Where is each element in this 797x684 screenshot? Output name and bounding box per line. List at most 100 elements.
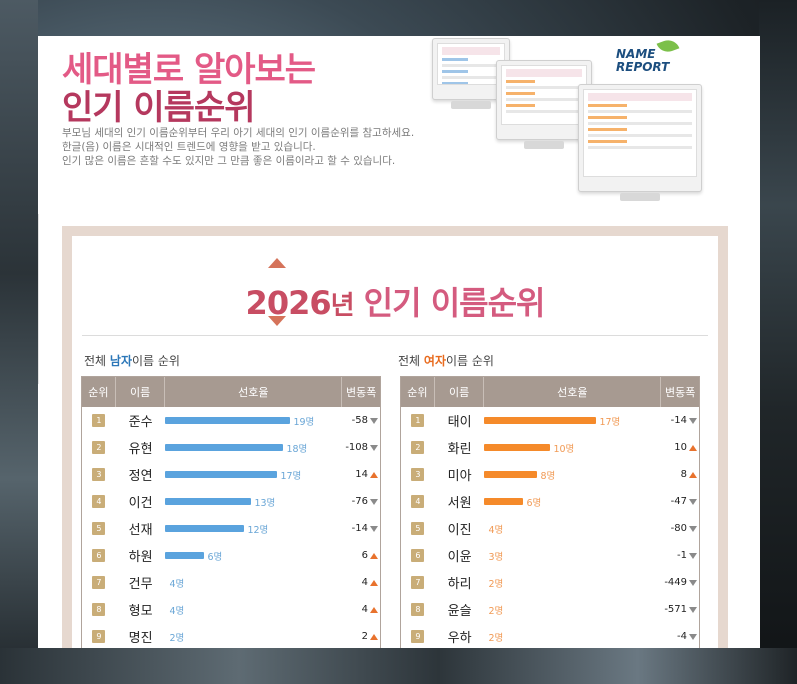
table-row[interactable]: 9 우하 2명 -4 bbox=[401, 623, 699, 648]
rank-badge: 5 bbox=[411, 522, 425, 535]
rank-badge: 4 bbox=[411, 495, 425, 508]
female-ranking-table: 순위 이름 선호율 변동폭 1 태이 17명 -14 2 화린 10명 10 3 미아 8명 8 4 서원… bbox=[400, 376, 700, 648]
name-cell[interactable]: 명진 bbox=[128, 631, 153, 646]
change-cell: -4 bbox=[661, 623, 699, 648]
change-value: 2 bbox=[361, 631, 369, 642]
change-cell: 6 bbox=[342, 542, 380, 569]
header-preference[interactable]: 선호율 bbox=[165, 377, 343, 407]
change-cell: 4 bbox=[342, 596, 380, 623]
header-name[interactable]: 이름 bbox=[116, 377, 166, 407]
table-row[interactable]: 5 이진 4명 -80 bbox=[401, 515, 699, 542]
header-name[interactable]: 이름 bbox=[435, 377, 485, 407]
male-table-header: 순위 이름 선호율 변동폭 bbox=[82, 377, 380, 407]
name-cell[interactable]: 이건 bbox=[128, 496, 153, 511]
female-table-header: 순위 이름 선호율 변동폭 bbox=[401, 377, 699, 407]
preference-cell: 18명 bbox=[165, 434, 342, 461]
header-rank[interactable]: 순위 bbox=[401, 377, 435, 407]
name-cell[interactable]: 준수 bbox=[128, 415, 153, 430]
table-row[interactable]: 5 선재 12명 -14 bbox=[82, 515, 380, 542]
change-cell: -76 bbox=[342, 488, 380, 515]
name-cell[interactable]: 선재 bbox=[128, 523, 153, 538]
name-cell[interactable]: 건무 bbox=[128, 577, 153, 592]
name-cell[interactable]: 미아 bbox=[447, 469, 472, 484]
name-cell[interactable]: 윤슬 bbox=[447, 604, 472, 619]
male-section-suffix: 이름 순위 bbox=[132, 354, 180, 368]
name-cell[interactable]: 하리 bbox=[447, 577, 472, 592]
name-cell[interactable]: 화린 bbox=[447, 442, 472, 457]
arrow-down-icon bbox=[689, 633, 698, 640]
name-cell[interactable]: 이진 bbox=[447, 523, 472, 538]
rank-badge: 3 bbox=[411, 468, 425, 481]
logo-line2: REPORT bbox=[616, 60, 670, 74]
table-row[interactable]: 9 명진 2명 2 bbox=[82, 623, 380, 648]
table-row[interactable]: 1 준수 19명 -58 bbox=[82, 407, 380, 434]
name-cell[interactable]: 하원 bbox=[128, 550, 153, 565]
change-value: -108 bbox=[345, 442, 369, 453]
name-cell[interactable]: 우하 bbox=[447, 631, 472, 646]
rank-cell: 6 bbox=[401, 542, 435, 569]
table-row[interactable]: 4 이건 13명 -76 bbox=[82, 488, 380, 515]
rank-cell: 3 bbox=[82, 461, 116, 488]
table-row[interactable]: 7 건무 4명 4 bbox=[82, 569, 380, 596]
chevron-down-icon[interactable] bbox=[268, 316, 286, 326]
preference-bar bbox=[165, 525, 245, 532]
table-row[interactable]: 6 하원 6명 6 bbox=[82, 542, 380, 569]
table-row[interactable]: 3 정연 17명 14 bbox=[82, 461, 380, 488]
name-cell[interactable]: 이윤 bbox=[447, 550, 472, 565]
preference-count: 8명 bbox=[540, 470, 556, 482]
table-row[interactable]: 3 미아 8명 8 bbox=[401, 461, 699, 488]
preference-bar bbox=[484, 417, 597, 424]
change-value: 14 bbox=[355, 469, 369, 480]
change-value: -4 bbox=[677, 631, 688, 642]
table-row[interactable]: 2 유현 18명 -108 bbox=[82, 434, 380, 461]
header-change[interactable]: 변동폭 bbox=[345, 386, 377, 399]
change-cell: -449 bbox=[661, 569, 699, 596]
table-row[interactable]: 2 화린 10명 10 bbox=[401, 434, 699, 461]
table-row[interactable]: 1 태이 17명 -14 bbox=[401, 407, 699, 434]
change-cell: 14 bbox=[342, 461, 380, 488]
chevron-up-icon[interactable] bbox=[268, 258, 286, 268]
logo-line1: NAME bbox=[616, 47, 656, 61]
rank-badge: 5 bbox=[92, 522, 106, 535]
male-section-title: 전체 남자이름 순위 bbox=[84, 352, 180, 369]
arrow-down-icon bbox=[689, 417, 698, 424]
ranking-title-text: 인기 이름순위 bbox=[363, 284, 546, 322]
divider bbox=[82, 335, 708, 336]
name-cell[interactable]: 서원 bbox=[447, 496, 472, 511]
table-row[interactable]: 8 형모 4명 4 bbox=[82, 596, 380, 623]
table-row[interactable]: 7 하리 2명 -449 bbox=[401, 569, 699, 596]
preference-count: 12명 bbox=[247, 524, 269, 536]
change-value: -449 bbox=[664, 577, 688, 588]
table-row[interactable]: 4 서원 6명 -47 bbox=[401, 488, 699, 515]
preference-bar bbox=[165, 471, 278, 478]
left-rule bbox=[38, 214, 41, 384]
preference-count: 17명 bbox=[280, 470, 302, 482]
rank-cell: 3 bbox=[401, 461, 435, 488]
table-row[interactable]: 8 윤슬 2명 -571 bbox=[401, 596, 699, 623]
name-cell[interactable]: 태이 bbox=[447, 415, 472, 430]
preference-cell: 17명 bbox=[165, 461, 342, 488]
table-row[interactable]: 6 이윤 3명 -1 bbox=[401, 542, 699, 569]
name-cell[interactable]: 유현 bbox=[128, 442, 153, 457]
background-right bbox=[759, 0, 797, 684]
header-change[interactable]: 변동폭 bbox=[664, 386, 696, 399]
header-preference[interactable]: 선호율 bbox=[484, 377, 662, 407]
ranking-year: 2026 bbox=[245, 284, 332, 322]
name-cell[interactable]: 형모 bbox=[128, 604, 153, 619]
preference-cell: 10명 bbox=[484, 434, 661, 461]
preference-bar bbox=[165, 498, 252, 505]
preference-cell: 2명 bbox=[484, 596, 661, 623]
preference-count: 4명 bbox=[169, 605, 185, 617]
monitor-illustration-3 bbox=[578, 84, 702, 201]
preference-count: 6명 bbox=[526, 497, 542, 509]
preference-bar bbox=[165, 552, 205, 559]
hero-title-line1: 세대별로 알아보는 bbox=[62, 50, 316, 90]
arrow-down-icon bbox=[689, 552, 698, 559]
header-rank[interactable]: 순위 bbox=[82, 377, 116, 407]
hero-banner: 세대별로 알아보는 인기 이름순위 부모님 세대의 인기 이름순위부터 우리 아… bbox=[38, 36, 760, 218]
change-cell: -571 bbox=[661, 596, 699, 623]
rank-badge: 6 bbox=[411, 549, 425, 562]
arrow-up-icon bbox=[370, 552, 379, 559]
rank-badge: 1 bbox=[92, 414, 106, 427]
name-cell[interactable]: 정연 bbox=[128, 469, 153, 484]
